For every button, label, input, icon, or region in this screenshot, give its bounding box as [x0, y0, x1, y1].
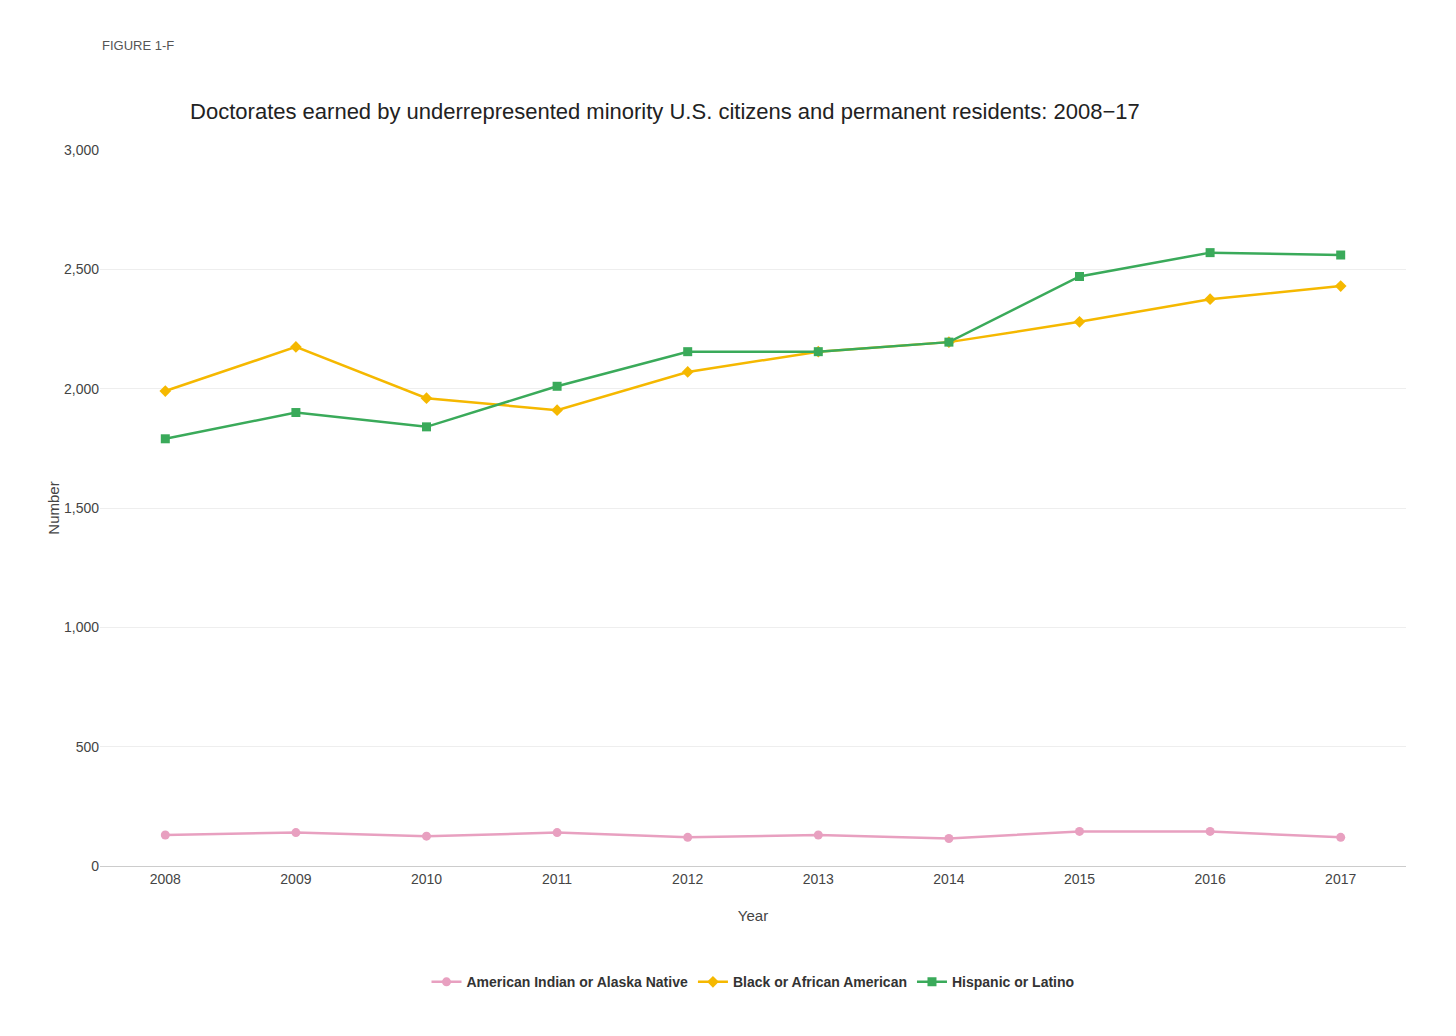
svg-text:3,000: 3,000	[64, 142, 99, 158]
svg-text:2008: 2008	[150, 871, 181, 887]
svg-text:2011: 2011	[542, 871, 572, 887]
svg-text:2,500: 2,500	[64, 261, 99, 277]
svg-text:Number: Number	[45, 481, 62, 534]
svg-text:2009: 2009	[280, 871, 311, 887]
svg-text:American Indian or Alaska Nati: American Indian or Alaska Native	[467, 974, 688, 990]
svg-text:Black or African American: Black or African American	[733, 974, 907, 990]
svg-text:2010: 2010	[411, 871, 442, 887]
svg-text:1,500: 1,500	[64, 500, 99, 516]
svg-text:2013: 2013	[803, 871, 834, 887]
svg-text:2014: 2014	[933, 871, 964, 887]
svg-text:500: 500	[76, 739, 100, 755]
svg-text:Year: Year	[738, 907, 768, 924]
svg-text:Doctorates earned by underrepr: Doctorates earned by underrepresented mi…	[190, 99, 1140, 124]
svg-text:2,000: 2,000	[64, 381, 99, 397]
svg-text:2017: 2017	[1325, 871, 1356, 887]
svg-text:2016: 2016	[1195, 871, 1226, 887]
svg-text:FIGURE 1-F: FIGURE 1-F	[102, 38, 174, 53]
svg-text:0: 0	[91, 858, 99, 874]
svg-text:Hispanic or Latino: Hispanic or Latino	[952, 974, 1074, 990]
svg-text:2012: 2012	[672, 871, 703, 887]
svg-text:1,000: 1,000	[64, 619, 99, 635]
svg-text:2015: 2015	[1064, 871, 1095, 887]
